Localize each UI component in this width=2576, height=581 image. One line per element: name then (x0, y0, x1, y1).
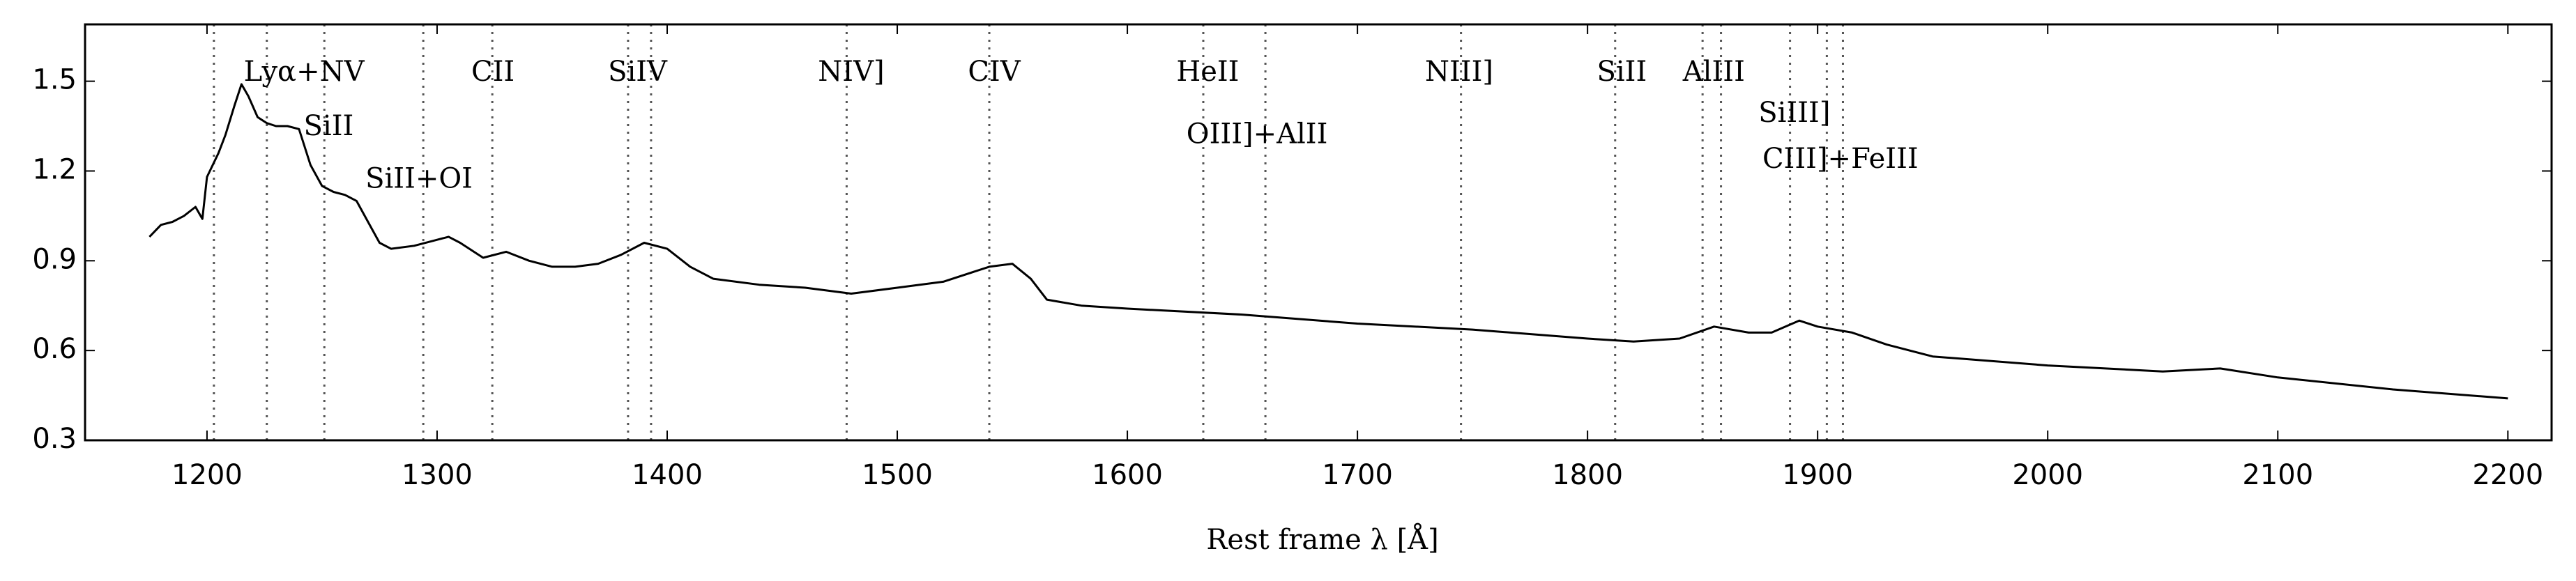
line-label: SiII (304, 110, 354, 142)
line-label: CII (471, 56, 515, 88)
line-label: SiII (1596, 56, 1647, 88)
x-tick-label: 1500 (862, 459, 933, 491)
line-label: CIV (968, 56, 1021, 88)
x-tick-label: 2000 (2012, 459, 2083, 491)
line-label: SiII+OI (365, 162, 473, 194)
line-label: SiIII] (1758, 97, 1830, 129)
line-label: HeII (1176, 56, 1239, 88)
x-tick-label: 1400 (632, 459, 703, 491)
x-tick-label: 2200 (2472, 459, 2543, 491)
line-label: SiIV (608, 56, 668, 88)
y-tick-label: 0.3 (32, 423, 77, 455)
line-label: CIII]+FeIII (1762, 143, 1919, 175)
y-tick-label: 0.6 (32, 333, 77, 365)
y-tick-label: 1.2 (32, 153, 77, 185)
line-label: OIII]+AlII (1187, 118, 1328, 150)
x-tick-label: 1200 (172, 459, 243, 491)
x-tick-label: 1700 (1322, 459, 1393, 491)
y-tick-label: 0.9 (32, 243, 77, 275)
y-tick-label: 1.5 (32, 64, 77, 96)
x-axis-label: Rest frame λ [Å] (1206, 523, 1438, 556)
line-label: Lyα+NV (244, 56, 365, 88)
spectrum-line (148, 83, 2508, 400)
plot-frame (84, 23, 2553, 442)
line-label: NIV] (818, 56, 884, 88)
line-label: NIII] (1425, 56, 1493, 88)
line-label: AlIII (1682, 56, 1745, 88)
x-tick-label: 1800 (1552, 459, 1623, 491)
x-tick-label: 1600 (1092, 459, 1163, 491)
x-tick-label: 2100 (2242, 459, 2313, 491)
x-tick-label: 1300 (402, 459, 473, 491)
x-tick-label: 1900 (1782, 459, 1853, 491)
